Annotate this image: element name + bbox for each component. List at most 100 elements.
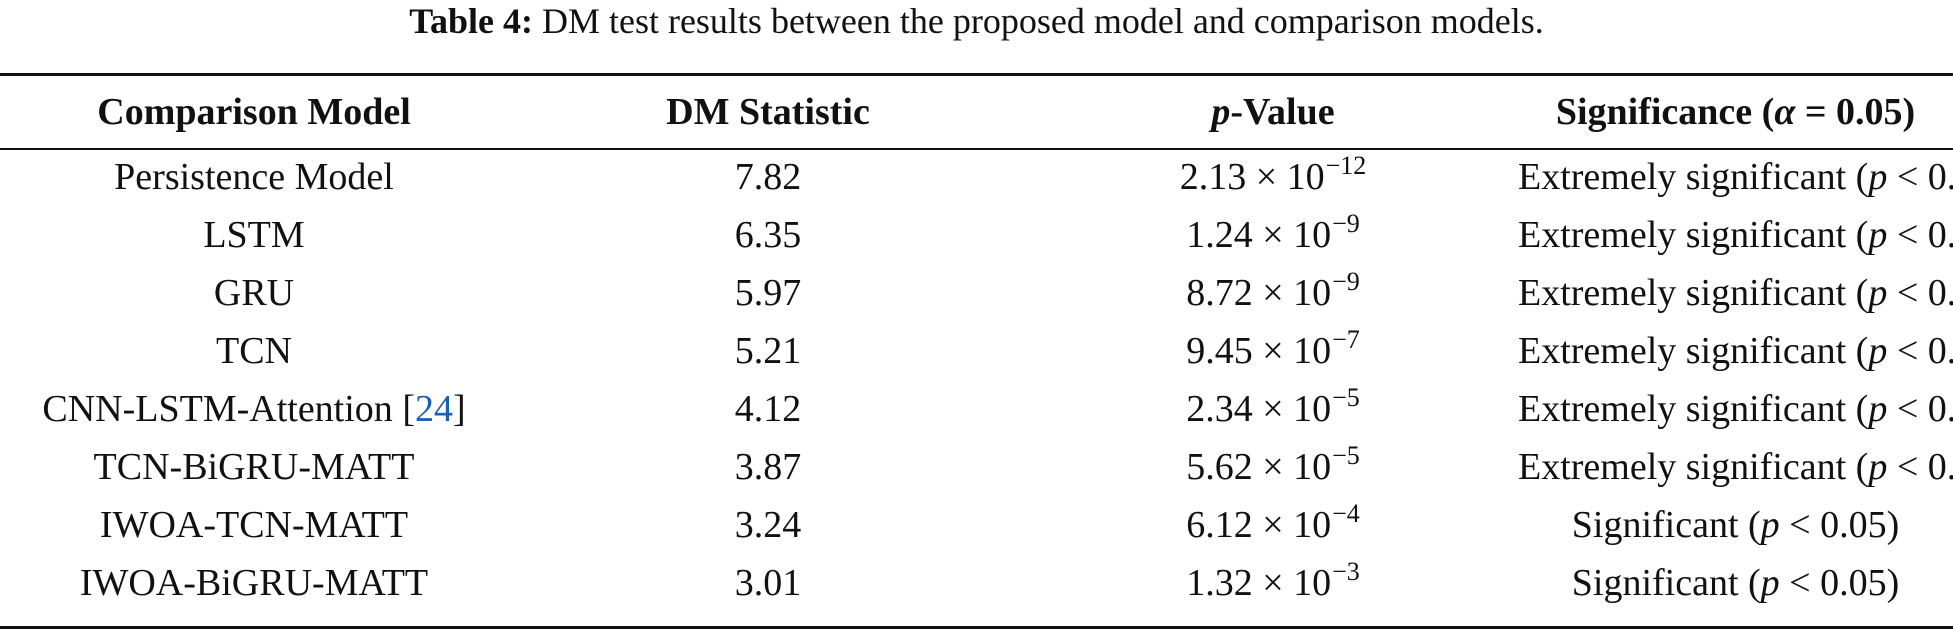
- significance-p-symbol: p: [1868, 272, 1888, 314]
- dm-statistic-cell: 6.35: [734, 214, 802, 256]
- significance-cell: Significant (p < 0.05): [1518, 496, 1953, 554]
- reference-citation: [24]: [402, 388, 466, 430]
- significance-cell: Extremely significant (p < 0.01): [1518, 264, 1953, 322]
- header-p-symbol: p: [1211, 91, 1231, 133]
- header-dm-statistic: DM Statistic: [666, 91, 870, 133]
- dm-statistic-cell: 3.24: [734, 504, 802, 546]
- significance-text: Extremely significant (: [1518, 388, 1869, 430]
- significance-cell: Extremely significant (p < 0.01): [1518, 148, 1953, 206]
- model-name: IWOA-TCN-MATT: [99, 504, 409, 546]
- p-value-exponent: −9: [1332, 209, 1360, 238]
- significance-p-symbol: p: [1760, 504, 1780, 546]
- header-significance-post: = 0.05): [1795, 91, 1916, 133]
- significance-threshold: < 0.05): [1779, 504, 1900, 546]
- table-header-rule: [0, 148, 1953, 150]
- table-bottom-rule: [0, 626, 1953, 629]
- model-cell: IWOA-TCN-MATT: [0, 496, 508, 554]
- model-name: GRU: [213, 272, 295, 314]
- table-row: Persistence Model 7.82 2.13 × 10−12 Extr…: [0, 148, 1953, 206]
- table-row: IWOA-BiGRU-MATT 3.01 1.32 × 10−3 Signifi…: [0, 554, 1953, 612]
- header-p-rest: -Value: [1230, 91, 1335, 133]
- model-cell: CNN-LSTM-Attention [24]: [0, 380, 508, 438]
- model-cell: TCN: [0, 322, 508, 380]
- significance-cell: Extremely significant (p < 0.01): [1518, 206, 1953, 264]
- model-cell: GRU: [0, 264, 508, 322]
- dm-statistic-cell: 5.21: [734, 330, 802, 372]
- significance-threshold: < 0.01): [1896, 388, 1953, 430]
- p-value-cell: 6.12 × 10−4: [1028, 496, 1518, 554]
- header-comparison-model: Comparison Model: [97, 91, 411, 133]
- p-value-mantissa: 2.34 × 10: [1186, 388, 1332, 430]
- table-row: TCN-BiGRU-MATT 3.87 5.62 × 10−5 Extremel…: [0, 438, 1953, 496]
- p-value-exponent: −5: [1332, 441, 1360, 470]
- dm-test-table: Comparison Model DM Statistic p-Value Si…: [0, 76, 1953, 612]
- header-significance: Significance (α = 0.05): [1518, 76, 1953, 148]
- significance-text: Extremely significant (: [1518, 272, 1869, 314]
- header-significance-pre: Significance (: [1555, 91, 1775, 133]
- p-value-cell: 8.72 × 10−9: [1028, 264, 1518, 322]
- table-top-rule: [0, 73, 1953, 76]
- table-row: TCN 5.21 9.45 × 10−7 Extremely significa…: [0, 322, 1953, 380]
- significance-cell: Significant (p < 0.05): [1518, 554, 1953, 612]
- dm-statistic-cell: 5.97: [734, 272, 802, 314]
- table-caption-text: DM test results between the proposed mod…: [541, 1, 1544, 41]
- p-value-mantissa: 1.24 × 10: [1186, 214, 1332, 256]
- dm-statistic-cell: 3.01: [734, 562, 802, 604]
- dm-statistic-cell: 4.12: [734, 388, 802, 430]
- significance-text: Extremely significant (: [1518, 156, 1869, 198]
- p-value-exponent: −3: [1332, 557, 1360, 586]
- p-value-mantissa: 6.12 × 10: [1186, 504, 1332, 546]
- header-significance-alpha: α: [1774, 91, 1796, 133]
- significance-threshold: < 0.01): [1896, 272, 1953, 314]
- table-caption-label: Table 4:: [409, 1, 533, 41]
- table-row: GRU 5.97 8.72 × 10−9 Extremely significa…: [0, 264, 1953, 322]
- significance-threshold: < 0.01): [1896, 330, 1953, 372]
- p-value-exponent: −9: [1332, 267, 1360, 296]
- significance-text: Significant (: [1571, 504, 1761, 546]
- p-value-exponent: −4: [1332, 499, 1360, 528]
- dm-statistic-cell: 3.87: [734, 446, 802, 488]
- significance-p-symbol: p: [1760, 562, 1780, 604]
- model-name: TCN: [216, 330, 292, 372]
- p-value-cell: 1.32 × 10−3: [1028, 554, 1518, 612]
- significance-threshold: < 0.01): [1896, 214, 1953, 256]
- header-row: Comparison Model DM Statistic p-Value Si…: [0, 76, 1953, 148]
- model-name: CNN-LSTM-Attention: [42, 388, 393, 430]
- significance-cell: Extremely significant (p < 0.01): [1518, 438, 1953, 496]
- p-value-mantissa: 2.13 × 10: [1179, 156, 1325, 198]
- table-row: IWOA-TCN-MATT 3.24 6.12 × 10−4 Significa…: [0, 496, 1953, 554]
- model-cell: LSTM: [0, 206, 508, 264]
- table-row: CNN-LSTM-Attention [24] 4.12 2.34 × 10−5…: [0, 380, 1953, 438]
- significance-cell: Extremely significant (p < 0.01): [1518, 322, 1953, 380]
- model-name: TCN-BiGRU-MATT: [93, 446, 415, 488]
- p-value-cell: 1.24 × 10−9: [1028, 206, 1518, 264]
- p-value-exponent: −12: [1325, 151, 1367, 180]
- p-value-mantissa: 1.32 × 10: [1186, 562, 1332, 604]
- significance-cell: Extremely significant (p < 0.01): [1518, 380, 1953, 438]
- model-cell: Persistence Model: [0, 148, 508, 206]
- significance-threshold: < 0.05): [1779, 562, 1900, 604]
- significance-text: Significant (: [1571, 562, 1761, 604]
- significance-p-symbol: p: [1868, 214, 1888, 256]
- model-name: LSTM: [203, 214, 305, 256]
- p-value-mantissa: 5.62 × 10: [1186, 446, 1332, 488]
- p-value-cell: 5.62 × 10−5: [1028, 438, 1518, 496]
- p-value-cell: 2.13 × 10−12: [1028, 148, 1518, 206]
- table-caption: Table 4: DM test results between the pro…: [0, 0, 1953, 50]
- significance-p-symbol: p: [1868, 330, 1888, 372]
- p-value-cell: 9.45 × 10−7: [1028, 322, 1518, 380]
- significance-text: Extremely significant (: [1518, 446, 1869, 488]
- p-value-mantissa: 8.72 × 10: [1186, 272, 1332, 314]
- model-cell: IWOA-BiGRU-MATT: [0, 554, 508, 612]
- model-name: Persistence Model: [114, 156, 394, 198]
- p-value-mantissa: 9.45 × 10: [1186, 330, 1332, 372]
- significance-threshold: < 0.01): [1896, 446, 1953, 488]
- reference-link[interactable]: 24: [414, 388, 453, 430]
- model-name: IWOA-BiGRU-MATT: [79, 562, 429, 604]
- significance-p-symbol: p: [1868, 446, 1888, 488]
- p-value-exponent: −7: [1332, 325, 1360, 354]
- significance-text: Extremely significant (: [1518, 330, 1869, 372]
- model-cell: TCN-BiGRU-MATT: [0, 438, 508, 496]
- p-value-cell: 2.34 × 10−5: [1028, 380, 1518, 438]
- table-row: LSTM 6.35 1.24 × 10−9 Extremely signific…: [0, 206, 1953, 264]
